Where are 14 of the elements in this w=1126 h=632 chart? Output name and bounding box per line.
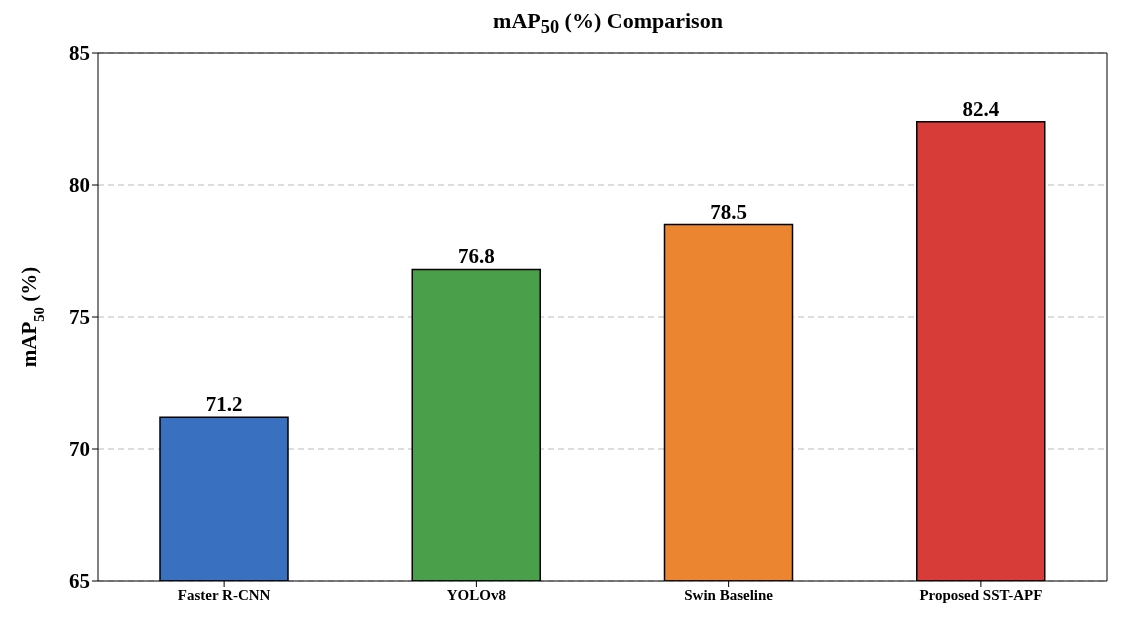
x-tick-label: Faster R-CNN: [177, 586, 271, 603]
chart-title: mAP$_{50}$ (%) Comparison: [492, 8, 724, 40]
data-label: 76.8: [457, 244, 495, 269]
y-tick-label: 65: [69, 569, 90, 594]
data-label: 78.5: [710, 199, 747, 224]
y-tick-label: 85: [69, 41, 90, 66]
y-tick-label: 80: [69, 173, 90, 198]
y-tick-label: 70: [69, 437, 90, 462]
data-label: 71.2: [205, 392, 243, 417]
x-tick-label: YOLOv8: [446, 586, 506, 603]
data-label: 82.4: [962, 96, 1000, 121]
x-tick-label: Swin Baseline: [684, 586, 774, 603]
x-tick-label: Proposed SST-APF: [919, 586, 1043, 603]
y-tick-label: 75: [69, 305, 90, 330]
